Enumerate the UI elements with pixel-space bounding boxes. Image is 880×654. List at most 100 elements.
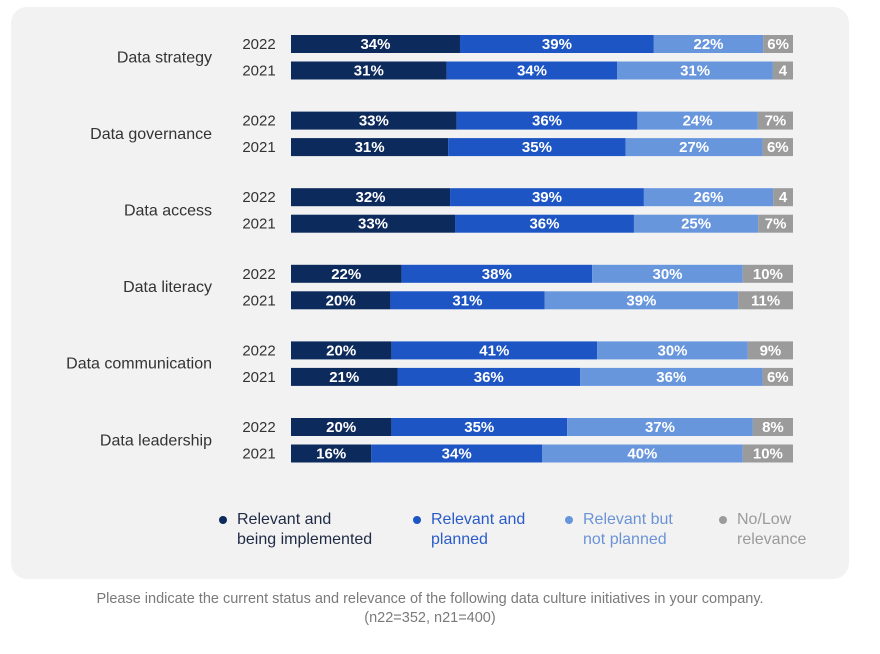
- data-label-low-relevance-data-governance-2021: 6%: [767, 139, 789, 156]
- data-label-low-relevance-data-strategy-2021: 4: [779, 63, 788, 80]
- bar-low-relevance-data-strategy-2022[interactable]: [763, 35, 793, 53]
- bar-implemented-data-strategy-2021[interactable]: [291, 61, 447, 80]
- category-label-data-communication: Data communication: [66, 356, 212, 373]
- bar-implemented-data-communication-2022[interactable]: [291, 341, 392, 360]
- bar-implemented-data-governance-2022[interactable]: [291, 111, 457, 130]
- year-label-data-governance-2021: 2021: [242, 139, 275, 156]
- bar-implemented-data-literacy-2021[interactable]: [291, 291, 391, 310]
- data-label-planned-data-leadership-2022: 35%: [464, 419, 494, 436]
- bar-not-planned-data-strategy-2021[interactable]: [617, 61, 773, 80]
- bar-low-relevance-data-literacy-2021[interactable]: [738, 291, 793, 310]
- data-label-implemented-data-access-2022: 32%: [356, 189, 386, 206]
- data-label-low-relevance-data-access-2022: 4: [779, 189, 788, 206]
- bar-low-relevance-data-governance-2021[interactable]: [762, 138, 793, 157]
- legend-label-implemented: Relevant and being implemented: [237, 511, 373, 548]
- data-label-not-planned-data-leadership-2022: 37%: [645, 419, 675, 436]
- bar-implemented-data-strategy-2022[interactable]: [291, 35, 460, 53]
- data-label-low-relevance-data-leadership-2021: 10%: [753, 446, 783, 463]
- bar-low-relevance-data-literacy-2022[interactable]: [742, 264, 793, 283]
- bar-implemented-data-literacy-2022[interactable]: [291, 264, 402, 283]
- bar-planned-data-governance-2021[interactable]: [448, 138, 626, 157]
- bar-not-planned-data-leadership-2021[interactable]: [542, 444, 743, 463]
- data-label-implemented-data-literacy-2021: 20%: [326, 292, 356, 309]
- footnote-question: Please indicate the current status and r…: [96, 591, 764, 607]
- legend-item-implemented[interactable]: Relevant and being implemented: [219, 510, 413, 550]
- bar-implemented-data-access-2022[interactable]: [291, 188, 451, 207]
- bar-not-planned-data-communication-2021[interactable]: [580, 367, 763, 386]
- bar-not-planned-data-access-2022[interactable]: [643, 188, 774, 207]
- data-label-low-relevance-data-governance-2022: 7%: [765, 113, 787, 130]
- bar-planned-data-communication-2022[interactable]: [391, 341, 598, 360]
- data-label-planned-data-communication-2022: 41%: [479, 342, 509, 359]
- category-label-data-access: Data access: [124, 202, 212, 219]
- data-label-planned-data-access-2021: 36%: [529, 216, 559, 233]
- bar-low-relevance-data-communication-2022[interactable]: [747, 341, 793, 360]
- bar-low-relevance-data-governance-2022[interactable]: [757, 111, 793, 130]
- bar-implemented-data-leadership-2021[interactable]: [291, 444, 372, 463]
- data-label-implemented-data-leadership-2022: 20%: [326, 419, 356, 436]
- category-label-data-governance: Data governance: [90, 126, 212, 143]
- data-label-not-planned-data-communication-2021: 36%: [656, 369, 686, 386]
- bar-planned-data-leadership-2021[interactable]: [371, 444, 542, 463]
- data-label-implemented-data-literacy-2022: 22%: [331, 266, 361, 283]
- bar-not-planned-data-literacy-2021[interactable]: [544, 291, 739, 310]
- bar-planned-data-access-2021[interactable]: [455, 214, 634, 233]
- data-label-not-planned-data-access-2021: 25%: [681, 216, 711, 233]
- data-label-implemented-data-strategy-2021: 31%: [354, 63, 384, 80]
- data-label-implemented-data-governance-2021: 31%: [355, 139, 385, 156]
- bar-low-relevance-data-leadership-2021[interactable]: [742, 444, 793, 463]
- data-label-planned-data-access-2022: 39%: [532, 189, 562, 206]
- bar-not-planned-data-governance-2022[interactable]: [637, 111, 758, 130]
- bar-implemented-data-leadership-2022[interactable]: [291, 418, 392, 436]
- legend-label-not-planned: Relevant but not planned: [583, 511, 673, 548]
- bar-not-planned-data-literacy-2022[interactable]: [592, 264, 743, 283]
- bar-planned-data-communication-2021[interactable]: [397, 367, 581, 386]
- legend-item-planned[interactable]: Relevant and planned: [413, 510, 565, 550]
- data-label-implemented-data-communication-2021: 21%: [329, 369, 359, 386]
- data-label-not-planned-data-literacy-2022: 30%: [652, 266, 682, 283]
- bar-planned-data-access-2022[interactable]: [450, 188, 644, 207]
- bar-low-relevance-data-access-2021[interactable]: [758, 214, 793, 233]
- legend-item-low-relevance[interactable]: No/Low relevance: [719, 510, 829, 550]
- bar-not-planned-data-strategy-2022[interactable]: [653, 35, 764, 53]
- bar-low-relevance-data-access-2022[interactable]: [773, 188, 793, 207]
- stacked-bar-chart: Data strategy 2022 34% 39% 22% 6% 2021 31% 34% 31…: [66, 35, 793, 463]
- bar-low-relevance-data-communication-2021[interactable]: [762, 367, 793, 386]
- legend: Relevant and being implemented Relevant …: [219, 510, 829, 550]
- data-label-implemented-data-communication-2022: 20%: [326, 342, 356, 359]
- bar-implemented-data-governance-2021[interactable]: [291, 138, 449, 157]
- data-label-planned-data-strategy-2021: 34%: [517, 63, 547, 80]
- data-label-low-relevance-data-literacy-2022: 10%: [753, 266, 783, 283]
- bar-planned-data-governance-2022[interactable]: [456, 111, 638, 130]
- category-label-data-literacy: Data literacy: [123, 279, 212, 296]
- data-label-implemented-data-access-2021: 33%: [358, 216, 388, 233]
- bar-planned-data-leadership-2022[interactable]: [391, 418, 568, 436]
- data-label-not-planned-data-communication-2022: 30%: [658, 342, 688, 359]
- bar-planned-data-strategy-2021[interactable]: [446, 61, 618, 80]
- data-label-planned-data-governance-2022: 36%: [532, 113, 562, 130]
- data-label-implemented-data-strategy-2022: 34%: [360, 36, 390, 53]
- bar-implemented-data-access-2021[interactable]: [291, 214, 456, 233]
- bar-planned-data-literacy-2021[interactable]: [390, 291, 545, 310]
- data-label-low-relevance-data-literacy-2021: 11%: [751, 292, 780, 309]
- bar-low-relevance-data-leadership-2022[interactable]: [752, 418, 793, 436]
- bar-planned-data-strategy-2022[interactable]: [459, 35, 654, 53]
- data-label-planned-data-strategy-2022: 39%: [542, 36, 572, 53]
- data-label-not-planned-data-governance-2022: 24%: [683, 113, 713, 130]
- legend-dot-low-relevance: [719, 516, 727, 524]
- bar-implemented-data-communication-2021[interactable]: [291, 367, 398, 386]
- legend-item-not-planned[interactable]: Relevant but not planned: [565, 510, 719, 550]
- year-label-data-strategy-2022: 2022: [242, 36, 275, 53]
- bar-low-relevance-data-strategy-2021[interactable]: [772, 61, 793, 80]
- bar-not-planned-data-access-2021[interactable]: [633, 214, 759, 233]
- bar-planned-data-literacy-2022[interactable]: [401, 264, 593, 283]
- bar-not-planned-data-leadership-2022[interactable]: [567, 418, 753, 436]
- data-label-planned-data-communication-2021: 36%: [474, 369, 504, 386]
- bar-not-planned-data-communication-2022[interactable]: [597, 341, 748, 360]
- year-label-data-leadership-2022: 2022: [242, 419, 275, 436]
- data-label-planned-data-governance-2021: 35%: [522, 139, 552, 156]
- bar-not-planned-data-governance-2021[interactable]: [625, 138, 763, 157]
- footnote: Please indicate the current status and r…: [0, 590, 860, 628]
- data-label-planned-data-literacy-2022: 38%: [482, 266, 512, 283]
- data-label-not-planned-data-literacy-2021: 39%: [626, 292, 656, 309]
